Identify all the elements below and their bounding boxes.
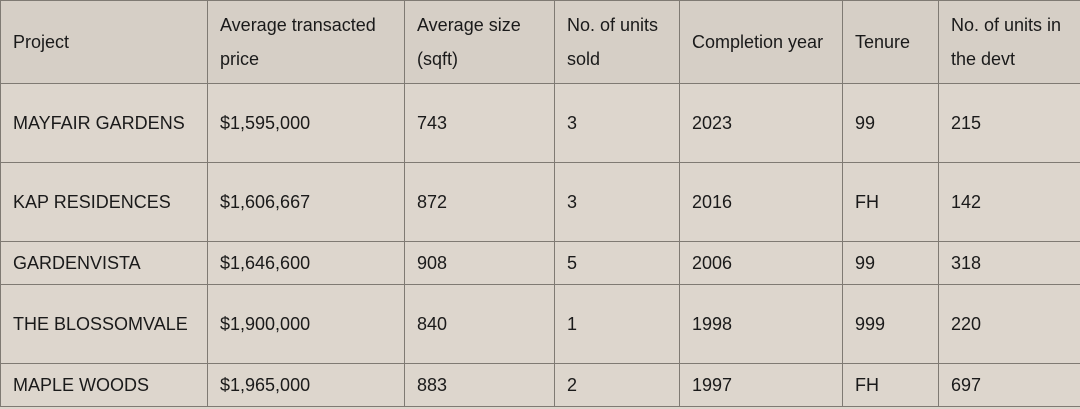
header-tenure: Tenure [842, 0, 939, 84]
header-average-size: Average size (sqft) [404, 0, 555, 84]
cell-units-sold: 2 [554, 363, 680, 407]
header-completion-year: Completion year [679, 0, 843, 84]
cell-project: KAP RESIDENCES [0, 162, 208, 242]
cell-completion-year: 2006 [679, 241, 843, 285]
cell-units-sold: 3 [554, 83, 680, 163]
cell-units-in-devt: 318 [938, 241, 1080, 285]
header-row: Project Average transacted price Average… [0, 0, 1080, 84]
cell-project: GARDENVISTA [0, 241, 208, 285]
cell-project: MAPLE WOODS [0, 363, 208, 407]
header-units-in-devt: No. of units in the devt [938, 0, 1080, 84]
cell-tenure: 999 [842, 284, 939, 364]
cell-completion-year: 2023 [679, 83, 843, 163]
cell-average-price: $1,900,000 [207, 284, 405, 364]
cell-tenure: FH [842, 363, 939, 407]
cell-units-sold: 5 [554, 241, 680, 285]
cell-tenure: 99 [842, 83, 939, 163]
cell-completion-year: 1998 [679, 284, 843, 364]
cell-average-size: 840 [404, 284, 555, 364]
cell-average-price: $1,606,667 [207, 162, 405, 242]
header-project: Project [0, 0, 208, 84]
cell-project: MAYFAIR GARDENS [0, 83, 208, 163]
cell-units-in-devt: 220 [938, 284, 1080, 364]
cell-average-price: $1,595,000 [207, 83, 405, 163]
cell-average-size: 743 [404, 83, 555, 163]
cell-completion-year: 2016 [679, 162, 843, 242]
cell-units-in-devt: 697 [938, 363, 1080, 407]
cell-average-price: $1,646,600 [207, 241, 405, 285]
cell-average-size: 908 [404, 241, 555, 285]
cell-average-size: 883 [404, 363, 555, 407]
cell-tenure: FH [842, 162, 939, 242]
cell-average-price: $1,965,000 [207, 363, 405, 407]
table-row: MAYFAIR GARDENS $1,595,000 743 3 2023 99… [0, 83, 1080, 163]
table-row: THE BLOSSOMVALE $1,900,000 840 1 1998 99… [0, 284, 1080, 364]
cell-units-in-devt: 142 [938, 162, 1080, 242]
cell-tenure: 99 [842, 241, 939, 285]
cell-project: THE BLOSSOMVALE [0, 284, 208, 364]
cell-completion-year: 1997 [679, 363, 843, 407]
cell-units-in-devt: 215 [938, 83, 1080, 163]
cell-average-size: 872 [404, 162, 555, 242]
header-average-transacted-price: Average transacted price [207, 0, 405, 84]
table-row: KAP RESIDENCES $1,606,667 872 3 2016 FH … [0, 162, 1080, 242]
header-units-sold: No. of units sold [554, 0, 680, 84]
table-row: GARDENVISTA $1,646,600 908 5 2006 99 318 [0, 241, 1080, 285]
cell-units-sold: 1 [554, 284, 680, 364]
cell-units-sold: 3 [554, 162, 680, 242]
table-row: MAPLE WOODS $1,965,000 883 2 1997 FH 697 [0, 363, 1080, 407]
